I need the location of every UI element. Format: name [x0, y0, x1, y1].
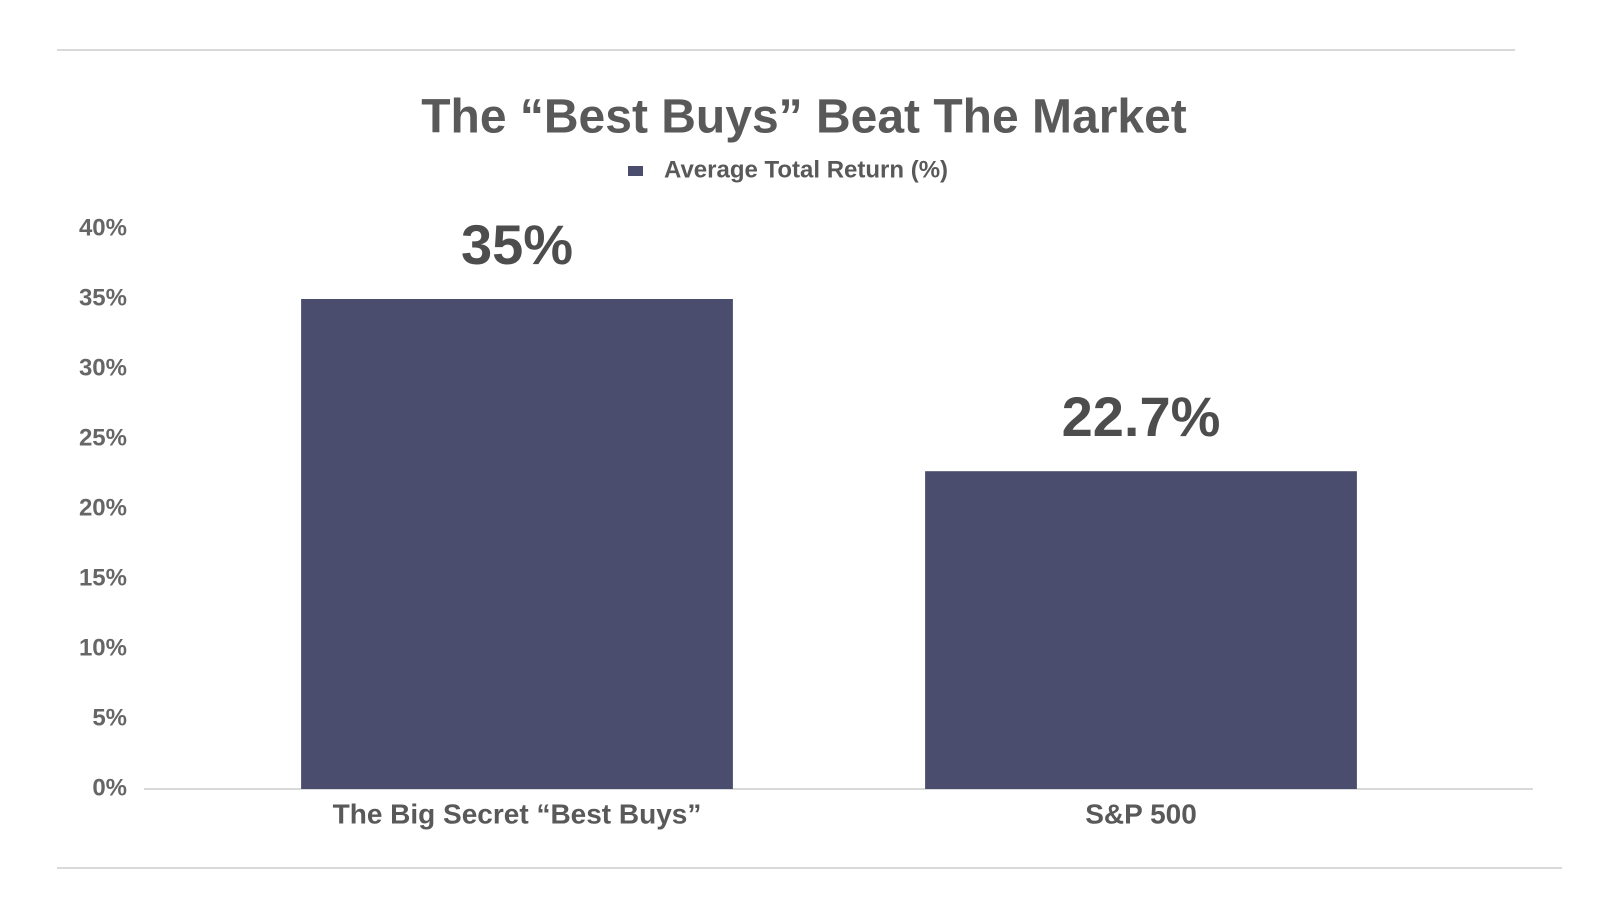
value-label: 22.7% [1062, 385, 1221, 448]
bar [301, 299, 733, 789]
y-tick-label: 10% [79, 634, 127, 661]
y-tick-label: 15% [79, 564, 127, 591]
chart-title: The “Best Buys” Beat The Market [421, 91, 1187, 144]
y-tick-label: 35% [79, 284, 127, 311]
legend-swatch [628, 166, 643, 176]
y-tick-label: 0% [92, 774, 127, 801]
legend-label: Average Total Return (%) [664, 156, 948, 183]
bar [925, 471, 1357, 789]
y-tick-label: 20% [79, 494, 127, 521]
x-tick-label: The Big Secret “Best Buys” [333, 798, 702, 829]
y-tick-label: 30% [79, 354, 127, 381]
y-tick-label: 25% [79, 424, 127, 451]
value-label: 35% [461, 213, 573, 276]
y-tick-label: 5% [92, 704, 127, 731]
y-tick-label: 40% [79, 214, 127, 241]
x-tick-label: S&P 500 [1085, 798, 1197, 829]
